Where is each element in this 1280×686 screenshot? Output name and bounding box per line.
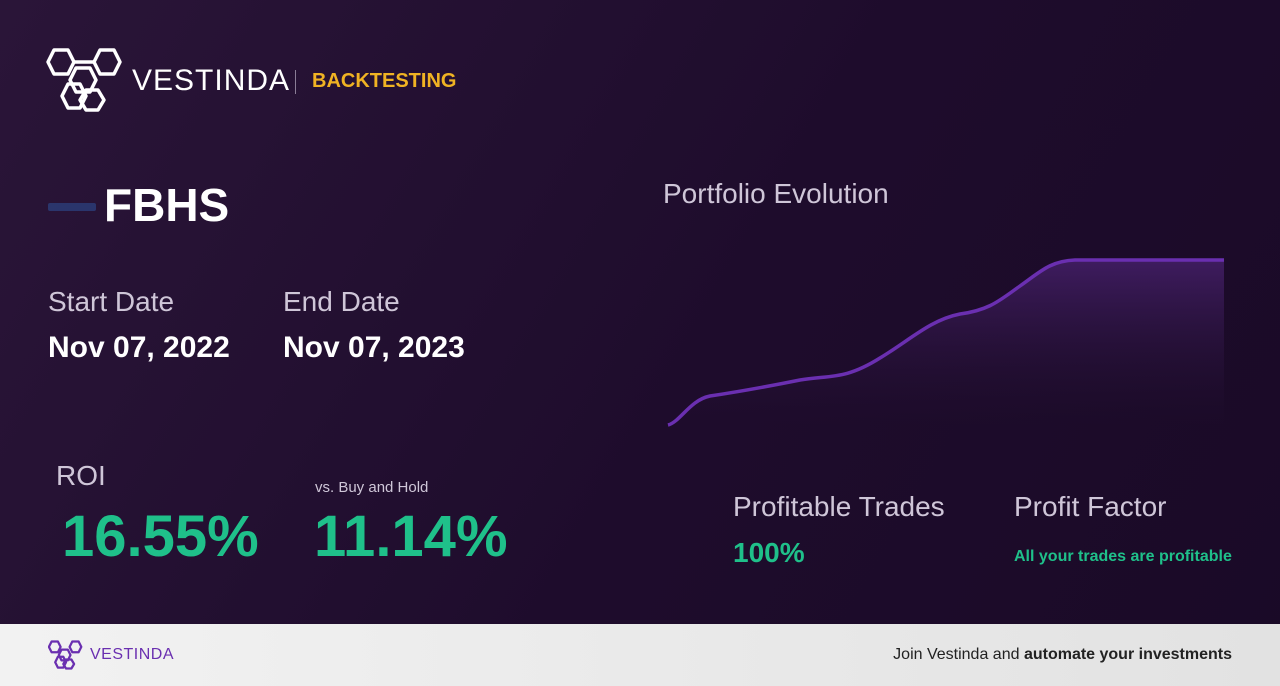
roi-label: ROI (56, 460, 106, 491)
end-date: Nov 07, 2023 (283, 331, 465, 364)
ticker: FBHS (104, 179, 230, 231)
logo-icon (46, 48, 122, 112)
portfolio-curve (667, 258, 1224, 427)
area (668, 260, 1224, 425)
start-date-label: Start Date (48, 286, 175, 317)
profitable-trades-label: Profitable Trades (733, 491, 945, 522)
divider (295, 70, 296, 94)
ticker-logo (48, 203, 96, 211)
chart-title: Portfolio Evolution (663, 178, 889, 209)
footer: VESTINDA Join Vestinda and automate your… (0, 624, 1280, 686)
profitable-trades: 100% (733, 537, 805, 568)
section-label: BACKTESTING (312, 70, 457, 92)
cta-emphasis: automate your investments (1023, 646, 1232, 663)
bh-label: vs. Buy and Hold (315, 479, 429, 496)
footer-cta: Join Vestinda and automate your investme… (893, 646, 1232, 664)
profit-factor-label: Profit Factor (1014, 491, 1167, 522)
bh-value: 11.14% (314, 504, 508, 569)
start-date: Nov 07, 2022 (48, 331, 230, 364)
footer-brand: VESTINDA (90, 646, 175, 663)
footer-logo-icon (48, 640, 83, 670)
line (667, 258, 1224, 427)
roi-value: 16.55% (62, 504, 259, 569)
cta-text: Join Vestinda and (893, 646, 1024, 663)
profit-factor: All your trades are profitable (1014, 548, 1232, 565)
brand-name: VESTINDA (132, 64, 291, 97)
end-date-label: End Date (283, 286, 400, 317)
